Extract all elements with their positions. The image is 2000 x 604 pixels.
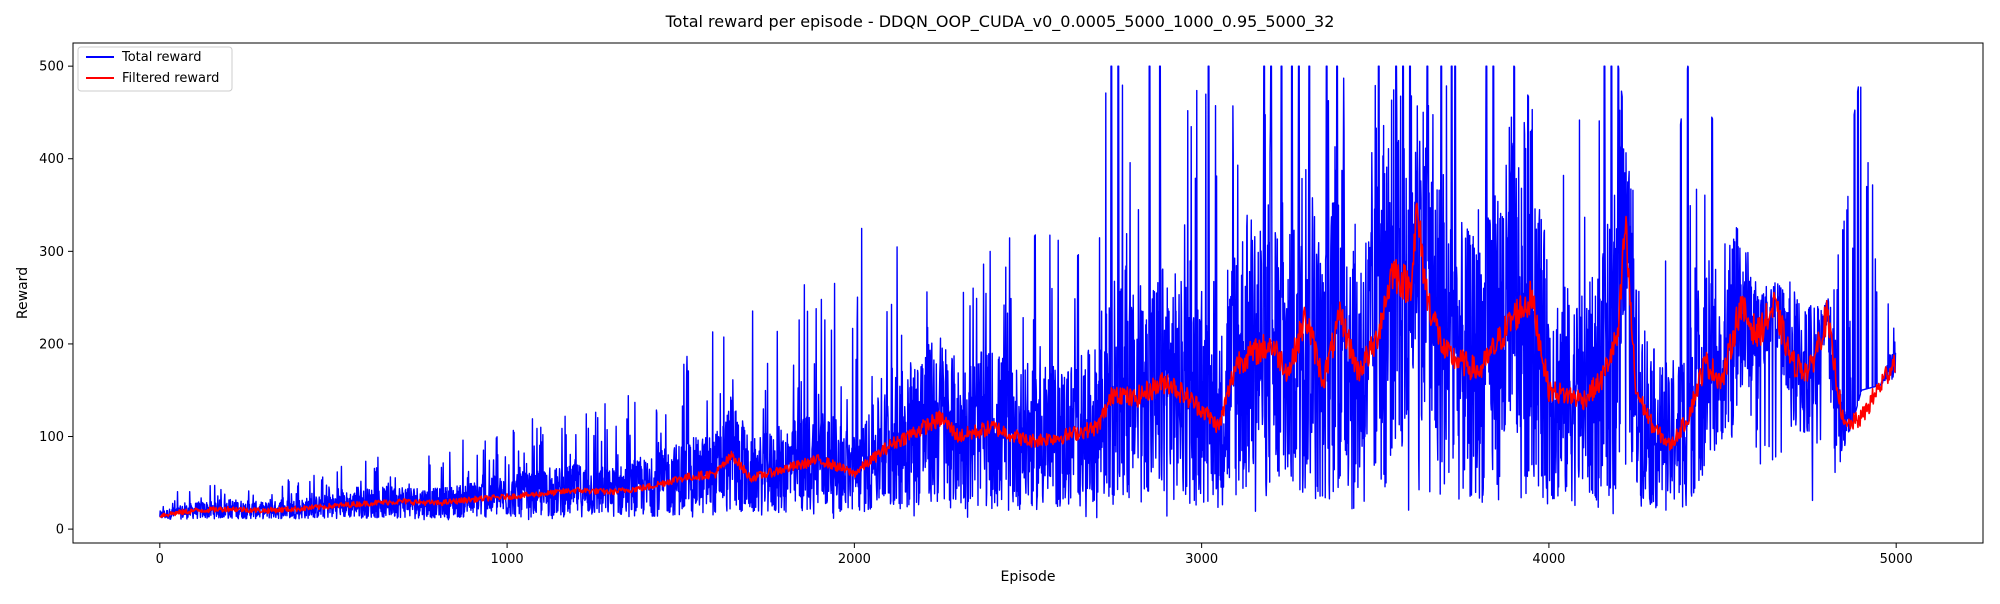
y-tick-label: 100 [39,430,64,445]
x-tick-label: 2000 [838,552,871,567]
x-tick-label: 3000 [1185,552,1218,567]
x-axis: 0 1000 2000 3000 4000 5000 [156,543,1913,567]
series-total-reward-line [159,65,1897,521]
plot-frame [72,42,1984,544]
y-tick-label: 300 [39,245,64,260]
x-tick-label: 1000 [491,552,524,567]
y-tick-label: 0 [56,523,64,538]
y-tick-label: 400 [39,152,64,167]
x-axis-title: Episode [1001,569,1056,585]
legend-box [77,46,233,92]
y-axis: 0 100 200 300 400 500 [39,60,73,538]
legend-label-total: Total reward [121,50,202,65]
y-tick-label: 500 [39,60,64,75]
legend-label-filtered: Filtered reward [122,71,219,86]
legend: Total reward Filtered reward [77,46,233,92]
series-filtered-reward-line [159,202,1897,518]
x-tick-label: 0 [156,552,164,567]
plot-area [159,65,1897,521]
y-tick-label: 200 [39,337,64,352]
x-tick-label: 5000 [1880,552,1913,567]
chart-title: Total reward per episode - DDQN_OOP_CUDA… [665,12,1335,32]
y-axis-title: Reward [15,267,31,319]
x-tick-label: 4000 [1532,552,1565,567]
